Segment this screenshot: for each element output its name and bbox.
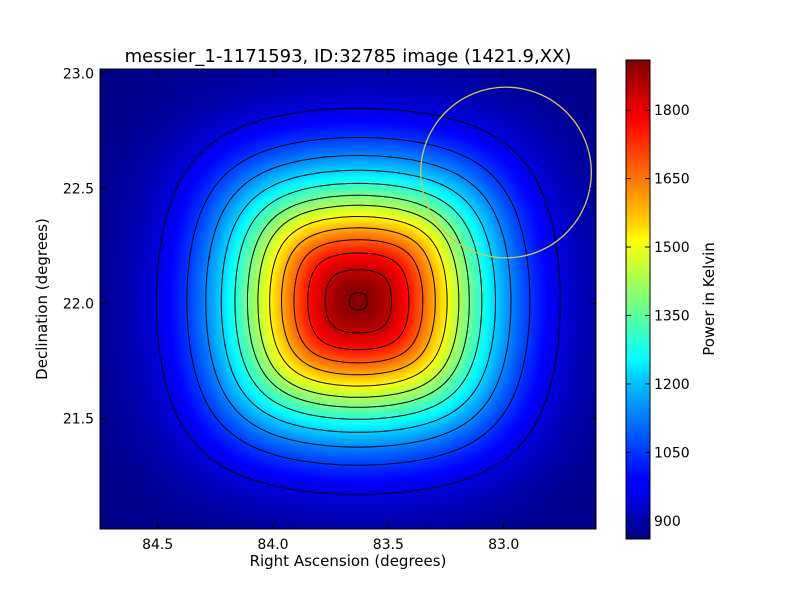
- contour-line-4: [234, 182, 483, 420]
- contour-line-12: [349, 292, 368, 311]
- x-tick-label: 84.0: [257, 537, 288, 553]
- contour-line-5: [247, 194, 470, 408]
- beam-circle: [420, 86, 593, 259]
- colorbar: [625, 59, 651, 540]
- chart-title: messier_1-1171593, ID:32785 image (1421.…: [125, 46, 572, 67]
- colorbar-tick-label: 1200: [654, 377, 690, 393]
- y-tick-label: 22.5: [63, 182, 94, 198]
- colorbar-label: Power in Kelvin: [700, 242, 718, 356]
- x-tick-label: 83.5: [373, 537, 404, 553]
- y-tick-label: 23.0: [63, 67, 94, 83]
- x-tick-label: 83.0: [488, 537, 519, 553]
- y-axis-ticks: 21.5 22.0 22.5 23.0: [63, 67, 596, 428]
- contour-line-2: [205, 155, 512, 448]
- contour-line-3: [220, 169, 496, 433]
- contour-line-8: [281, 227, 436, 376]
- colorbar-ticks: 900 1050 1200 1350 1500 1650 1800: [626, 103, 690, 530]
- contour-line-10: [307, 252, 410, 351]
- contour-line-0: [156, 107, 561, 495]
- plot-frame: [99, 68, 597, 530]
- colorbar-tick-label: 1050: [654, 445, 690, 461]
- colorbar-tick-label: 1500: [654, 240, 690, 256]
- contour-lines: [156, 107, 561, 495]
- contour-line-1: [186, 136, 531, 466]
- y-tick-label: 22.0: [63, 297, 94, 313]
- contour-line-7: [269, 216, 448, 387]
- x-axis-label: Right Ascension (degrees): [250, 552, 447, 570]
- x-axis-ticks: 84.5 84.0 83.5 83.0: [142, 69, 519, 553]
- colorbar-tick-label: 1650: [654, 172, 690, 188]
- y-axis-label: Declination (degrees): [33, 218, 51, 380]
- colorbar-tick-label: 1800: [654, 103, 690, 119]
- colorbar-tick-label: 1350: [654, 308, 690, 324]
- y-tick-label: 21.5: [63, 412, 94, 428]
- colorbar-tick-label: 900: [654, 514, 681, 530]
- contour-line-11: [324, 269, 392, 334]
- contour-line-6: [257, 204, 460, 398]
- contour-line-9: [293, 239, 424, 364]
- x-tick-label: 84.5: [142, 537, 173, 553]
